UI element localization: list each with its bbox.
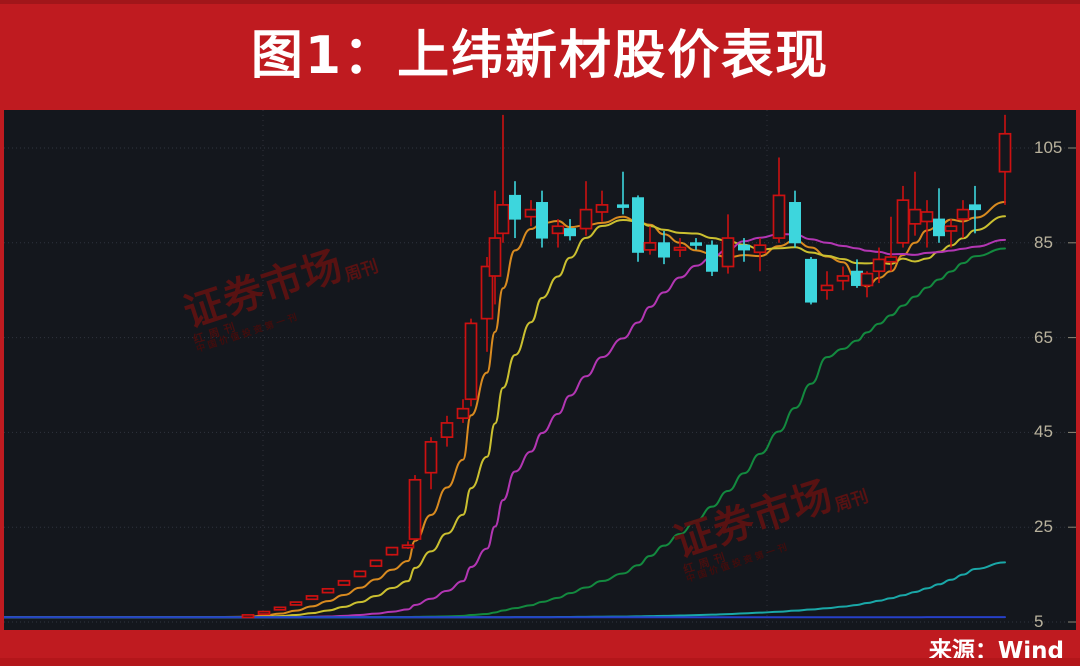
candlestick bbox=[257, 610, 271, 615]
candlestick bbox=[369, 559, 383, 568]
title-banner: 图1：上纬新材股价表现 bbox=[0, 4, 1080, 108]
candlestick bbox=[524, 200, 538, 227]
chart-plot-area: 证券市场 周刊 红周刊 中国价值投资第一刊 证券市场 周刊 红周刊 中国价值投资… bbox=[4, 110, 1076, 630]
candlestick bbox=[408, 475, 422, 541]
candlestick bbox=[337, 579, 351, 586]
candlestick bbox=[488, 190, 502, 305]
candlestick bbox=[241, 614, 255, 619]
candlestick bbox=[820, 271, 834, 300]
left-border bbox=[0, 108, 4, 632]
grid-layer bbox=[4, 110, 1076, 630]
candlestick bbox=[753, 238, 767, 272]
candlestick bbox=[424, 437, 438, 490]
candlestick bbox=[738, 238, 750, 262]
candlestick bbox=[496, 114, 510, 243]
candlestick bbox=[305, 595, 319, 601]
moving-average-layer bbox=[4, 201, 1006, 619]
y-axis-tick-label: 5 bbox=[1034, 612, 1044, 631]
candlestick bbox=[690, 238, 702, 250]
candlestick bbox=[617, 171, 629, 215]
y-axis-tick-label: 45 bbox=[1034, 422, 1053, 442]
candlestick bbox=[884, 216, 898, 272]
candlestick bbox=[385, 546, 399, 556]
candlestick bbox=[632, 195, 644, 262]
candlestick bbox=[551, 219, 565, 248]
ma-line-ma-orange bbox=[4, 201, 1006, 619]
candlestick bbox=[353, 570, 367, 578]
ma-line-ma-magenta bbox=[4, 233, 1006, 619]
ma-line-ma-green bbox=[4, 247, 1006, 619]
candlestick bbox=[969, 185, 981, 234]
top-rule bbox=[0, 0, 1080, 4]
ma-line-ma-teal bbox=[4, 561, 1006, 619]
candlestick bbox=[509, 181, 521, 239]
candlestick bbox=[536, 190, 548, 248]
candlestick bbox=[579, 181, 593, 236]
candlestick bbox=[564, 219, 576, 241]
candlestick bbox=[896, 185, 910, 248]
y-axis-tick-label: 65 bbox=[1034, 327, 1053, 347]
candlestick bbox=[673, 238, 687, 258]
y-axis-tick-label: 85 bbox=[1034, 232, 1053, 252]
candlestick bbox=[789, 190, 801, 248]
page-title: 图1：上纬新材股价表现 bbox=[250, 26, 830, 86]
candlestick-chart bbox=[4, 110, 1076, 630]
candlestick bbox=[805, 257, 817, 305]
candlestick bbox=[998, 114, 1012, 205]
candlestick bbox=[920, 200, 934, 248]
candlestick bbox=[933, 188, 945, 243]
candlestick bbox=[836, 266, 850, 291]
y-axis: 105 85 65 45 25 5 bbox=[1034, 110, 1080, 631]
y-axis-tick-label: 25 bbox=[1034, 517, 1053, 537]
candlestick bbox=[772, 157, 786, 243]
candlestick bbox=[464, 318, 478, 407]
candlestick bbox=[289, 601, 303, 606]
candlestick bbox=[908, 171, 922, 236]
candlestick bbox=[321, 587, 335, 594]
candlestick bbox=[706, 240, 718, 276]
candlestick bbox=[872, 247, 886, 284]
bottom-rule bbox=[0, 658, 1080, 666]
candlestick bbox=[658, 230, 670, 265]
candlestick bbox=[860, 271, 874, 298]
candlestick bbox=[480, 257, 494, 352]
candlestick-layer bbox=[241, 114, 1012, 619]
candlestick bbox=[595, 190, 609, 222]
candlestick bbox=[956, 200, 970, 239]
candlestick bbox=[401, 541, 415, 550]
candlestick bbox=[643, 226, 657, 255]
right-border bbox=[1076, 108, 1080, 632]
candlestick bbox=[944, 219, 958, 248]
candlestick bbox=[721, 214, 735, 274]
candlestick bbox=[440, 415, 454, 447]
candlestick bbox=[456, 399, 470, 423]
candlestick bbox=[273, 606, 287, 611]
y-axis-tick-label: 105 bbox=[1034, 138, 1063, 157]
